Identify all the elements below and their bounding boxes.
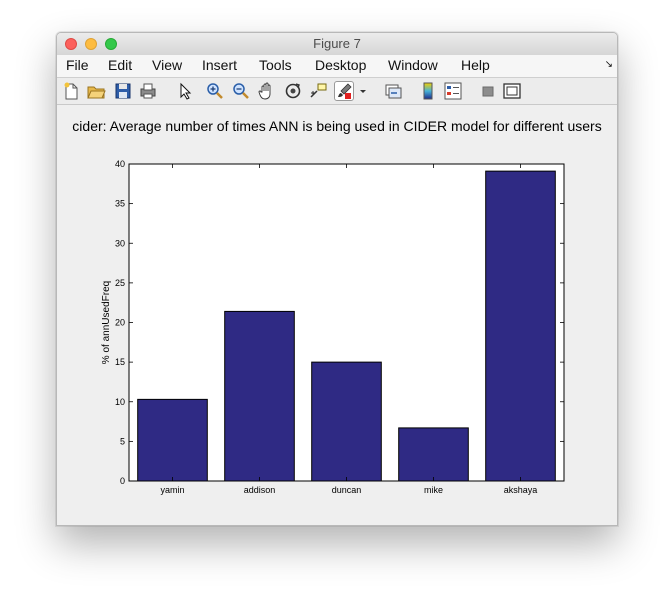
figure-window: Figure 7 File Edit View Insert Tools Des… [56, 32, 618, 526]
menu-window[interactable]: Window [388, 57, 438, 73]
menu-tools[interactable]: Tools [259, 57, 292, 73]
brush-dropdown-icon[interactable] [358, 81, 368, 101]
minimize-window-button[interactable] [85, 38, 97, 50]
rotate-3d-icon[interactable] [283, 81, 303, 101]
window-title: Figure 7 [313, 36, 361, 51]
pointer-icon[interactable] [175, 81, 195, 101]
zoom-out-icon[interactable] [231, 81, 251, 101]
new-figure-icon[interactable] [61, 81, 81, 101]
figure-toolbar [57, 78, 617, 105]
y-tick-label: 10 [115, 397, 125, 407]
figure-canvas[interactable]: cider: Average number of times ANN is be… [57, 105, 617, 525]
axes-box [128, 163, 565, 482]
y-tick-label: 30 [115, 238, 125, 248]
x-tick-label: duncan [332, 485, 362, 495]
pan-hand-icon[interactable] [257, 81, 277, 101]
y-tick-label: 5 [120, 436, 125, 446]
bar-yamin[interactable] [137, 398, 208, 482]
hide-plot-tools-icon[interactable] [478, 81, 498, 101]
close-window-button[interactable] [65, 38, 77, 50]
y-tick-label: 20 [115, 318, 125, 328]
save-icon[interactable] [113, 81, 133, 101]
x-tick-label: addison [244, 485, 276, 495]
dock-arrow-icon[interactable]: ↘ [604, 59, 613, 70]
zoom-in-icon[interactable] [205, 81, 225, 101]
bar-duncan[interactable] [311, 361, 382, 482]
menu-edit[interactable]: Edit [108, 57, 133, 73]
y-tick-label: 0 [120, 476, 125, 486]
y-tick-label: 25 [115, 278, 125, 288]
print-icon[interactable] [138, 81, 158, 101]
x-tick-label: akshaya [504, 485, 538, 495]
y-tick-label: 15 [115, 357, 125, 367]
y-tick-label: 40 [115, 159, 125, 169]
colorbar-icon[interactable] [418, 81, 438, 101]
x-tick-label: mike [424, 485, 443, 495]
legend-icon[interactable] [443, 81, 463, 101]
title-bar[interactable]: Figure 7 [57, 33, 617, 56]
data-cursor-icon[interactable] [308, 81, 328, 101]
brush-icon[interactable] [334, 81, 354, 101]
x-tick-label: yamin [160, 485, 184, 495]
y-tick-label: 35 [115, 199, 125, 209]
chart-title: cider: Average number of times ANN is be… [72, 118, 602, 134]
menu-view[interactable]: View [152, 57, 183, 73]
menu-desktop[interactable]: Desktop [315, 57, 367, 73]
bar-akshaya[interactable] [485, 170, 556, 482]
menu-bar: File Edit View Insert Tools Desktop Wind… [57, 55, 617, 78]
menu-insert[interactable]: Insert [202, 57, 238, 73]
zoom-window-button[interactable] [105, 38, 117, 50]
bar-chart[interactable]: yamin addison duncan mike akshaya 0 5 10 15 20 25 3… [57, 105, 617, 525]
bar-addison[interactable] [224, 310, 295, 482]
show-plot-tools-icon[interactable] [502, 81, 522, 101]
y-axis-label: % of annUsedFreq [101, 281, 112, 364]
menu-file[interactable]: File [66, 57, 89, 73]
menu-help[interactable]: Help [461, 57, 490, 73]
bar-mike[interactable] [398, 427, 469, 482]
open-file-icon[interactable] [86, 81, 106, 101]
link-plot-icon[interactable] [383, 81, 403, 101]
